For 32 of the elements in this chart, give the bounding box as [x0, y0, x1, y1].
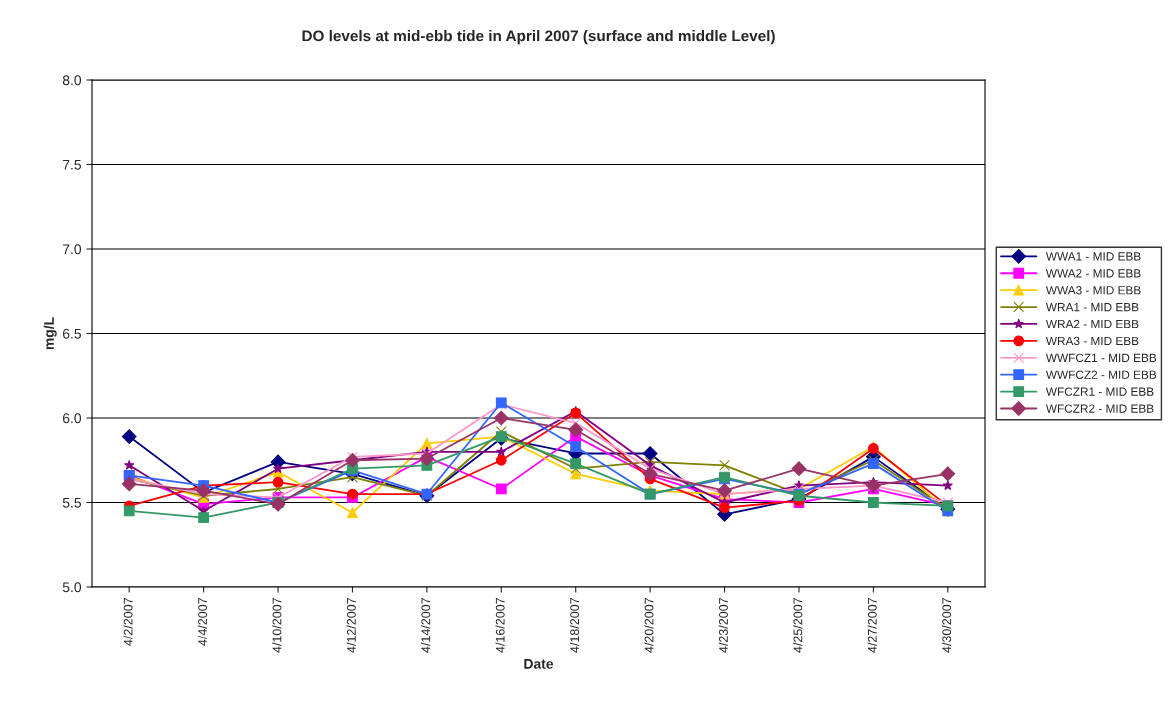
- y-tick-label: 8.0: [62, 75, 82, 86]
- y-tick-label: 6.0: [62, 413, 82, 424]
- x-tick-label: 4/10/2007: [272, 598, 282, 653]
- legend-label: WRA2 - MID EBB: [1045, 319, 1139, 329]
- x-tick-label: 4/4/2007: [197, 598, 207, 646]
- y-axis-title: mg/L: [43, 317, 57, 350]
- y-tick-label: 6.5: [62, 328, 81, 339]
- x-tick-label: 4/18/2007: [569, 598, 580, 653]
- chart-title: DO levels at mid-ebb tide in April 2007 (surface and middle Level): [302, 30, 775, 45]
- x-tick-label: 4/12/2007: [346, 598, 356, 653]
- x-tick-label: 4/20/2007: [644, 598, 654, 653]
- legend-label: WWA2 - MID EBB: [1045, 269, 1141, 278]
- x-tick-label: 4/30/2007: [941, 598, 952, 653]
- x-tick-label: 4/16/2007: [495, 598, 505, 653]
- legend-label: WWFCZ1 - MID EBB: [1045, 353, 1157, 363]
- x-tick-label: 4/14/2007: [421, 598, 431, 653]
- x-tick-label: 4/2/2007: [123, 598, 133, 646]
- legend-label: WFCZR2 - MID EBB: [1045, 404, 1154, 413]
- x-tick-label: 4/23/2007: [718, 598, 728, 653]
- x-tick-label: 4/27/2007: [867, 598, 877, 653]
- x-tick-label: 4/25/2007: [793, 598, 803, 653]
- legend-label: WRA3 - MID EBB: [1045, 336, 1139, 346]
- legend-label: WWA1 - MID EBB: [1045, 252, 1141, 261]
- legend-label: WFCZR1 - MID EBB: [1045, 387, 1154, 396]
- y-tick-label: 7.0: [62, 244, 82, 255]
- y-tick-label: 5.0: [62, 582, 82, 593]
- y-tick-label: 5.5: [62, 497, 81, 508]
- x-axis-title: Date: [524, 659, 554, 669]
- legend-label: WRA1 - MID EBB: [1045, 303, 1139, 312]
- legend-label: WWFCZ2 - MID EBB: [1045, 370, 1157, 379]
- y-tick-label: 7.5: [62, 159, 81, 170]
- legend-label: WWA3 - MID EBB: [1045, 286, 1141, 295]
